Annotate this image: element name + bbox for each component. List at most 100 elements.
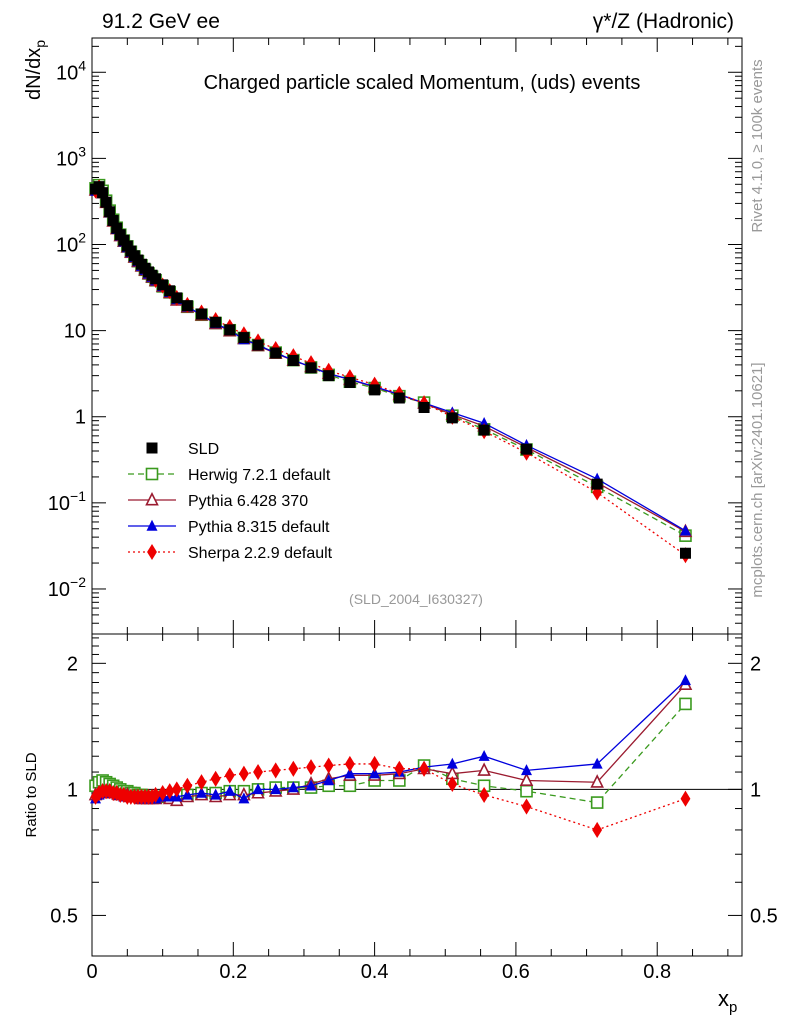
sld-main-point: [446, 412, 458, 424]
y-tick-label: 10−2: [48, 574, 86, 601]
sherpa-2-2-9-default-ratio-point: [479, 786, 490, 803]
legend-marker-pythia-6-428-370: [145, 491, 159, 506]
sherpa-2-2-9-default-ratio-point: [164, 783, 175, 800]
sld-main-point: [591, 478, 603, 490]
mcplots-watermark: mcplots.cern.ch [arXiv:2401.10621]: [749, 362, 766, 597]
herwig-7-2-1-default-ratio-point: [679, 697, 692, 711]
sld-main-point: [150, 273, 162, 285]
legend-label-sherpa-2-2-9-default: Sherpa 2.2.9 default: [188, 545, 333, 562]
process-label: γ*/Z (Hadronic): [593, 10, 734, 33]
sherpa-2-2-9-default-ratio-point: [210, 770, 221, 787]
pythia-8-315-default-ratio-point: [224, 784, 236, 796]
sld-main-point: [97, 187, 109, 199]
sherpa-2-2-9-default-ratio-point: [394, 760, 405, 777]
legend-marker-sherpa-2-2-9-default: [147, 543, 157, 561]
sld-main-point: [104, 206, 116, 218]
sld-main-point: [114, 229, 126, 241]
sherpa-2-2-9-default-main-point: [592, 484, 603, 501]
y-tick-label: 10: [64, 321, 86, 343]
sld-main-point: [181, 300, 193, 312]
sherpa-2-2-9-default-ratio-point: [447, 775, 458, 793]
sherpa-2-2-9-default-ratio-point: [270, 762, 281, 779]
ratio-tick-label-right: 0.5: [750, 905, 778, 927]
legend-label-pythia-6-428-370: Pythia 6.428 370: [188, 493, 308, 510]
sherpa-2-2-9-default-ratio-point: [306, 759, 316, 776]
pythia-8-315-default-ratio-point: [270, 783, 282, 795]
pythia-8-315-default-ratio-point: [252, 783, 264, 795]
y-tick-label: 1: [75, 407, 86, 429]
x-tick-label: 0.8: [643, 961, 671, 983]
sld-main-point: [323, 370, 335, 382]
x-tick-label: 0.4: [361, 961, 389, 983]
legend-marker-sld: [146, 442, 158, 454]
y-tick-label: 10−1: [48, 488, 86, 515]
sld-main-point: [210, 316, 222, 328]
pythia-8-315-default-ratio-point: [679, 674, 691, 686]
legend-marker-pythia-8-315-default: [146, 519, 158, 531]
sld-main-point: [196, 308, 208, 320]
legend-marker-herwig-7-2-1-default: [145, 467, 159, 481]
sld-main-point: [107, 214, 119, 226]
sherpa-2-2-9-default-ratio-point: [182, 777, 193, 794]
herwig-7-2-1-default-ratio-point: [590, 796, 604, 809]
y-axis-label: dN/dxp: [23, 40, 48, 100]
sherpa-2-2-9-default-ratio-point: [150, 786, 161, 803]
pythia-6-428-370-ratio-point: [519, 772, 534, 787]
sld-main-point: [100, 196, 112, 208]
sld-main-point: [118, 234, 130, 246]
x-axis-label: xp: [718, 986, 737, 1016]
ratio-tick-label-right: 2: [750, 653, 761, 675]
pythia-8-315-default-ratio-point: [210, 788, 222, 800]
pythia-8-315-default-ratio-point: [238, 792, 250, 804]
sld-main-point: [111, 222, 123, 234]
sld-main-point: [305, 362, 317, 374]
pythia-8-315-default-ratio-point: [323, 774, 335, 786]
sherpa-2-2-9-default-ratio-point: [680, 790, 691, 807]
sherpa-2-2-9-default-ratio-point: [157, 784, 168, 802]
sherpa-2-2-9-default-ratio-point: [238, 765, 249, 782]
sherpa-2-2-9-default-ratio-point: [521, 798, 532, 815]
sld-main-point: [369, 384, 381, 396]
sld-main-point: [93, 181, 105, 193]
ratio-tick-label: 1: [67, 779, 78, 801]
pythia-8-315-default-ratio-point: [369, 767, 381, 779]
energy-label: 91.2 GeV ee: [102, 10, 220, 33]
sld-main-point: [418, 402, 430, 414]
chart-title: Charged particle scaled Momentum, (uds) …: [204, 72, 641, 94]
sherpa-2-2-9-default-ratio-point: [323, 757, 334, 774]
x-tick-label: 0: [86, 961, 97, 983]
sld-main-point: [478, 424, 490, 436]
pythia-8-315-default-ratio-point: [478, 749, 490, 761]
legend-label-pythia-8-315-default: Pythia 8.315 default: [188, 519, 330, 536]
legend-label-sld: SLD: [188, 441, 219, 458]
sld-main-point: [238, 332, 250, 344]
pythia-8-315-default-ratio-point: [521, 764, 533, 776]
sherpa-2-2-9-default-ratio-point: [288, 760, 299, 777]
pythia-8-315-default-ratio-point: [196, 786, 208, 798]
pythia-8-315-default-ratio-point: [181, 788, 193, 800]
sld-main-point: [171, 292, 183, 304]
ratio-tick-label: 0.5: [50, 905, 78, 927]
pythia-8-315-default-ratio-point: [287, 781, 299, 793]
sherpa-2-2-9-default-ratio-point: [419, 760, 430, 777]
sherpa-2-2-9-default-ratio-point: [344, 755, 355, 773]
sld-main-point: [224, 324, 236, 336]
sld-main-point: [287, 354, 299, 366]
series-sld: [90, 181, 691, 559]
sld-main-point: [679, 547, 691, 559]
series-sherpa-2-2-9-default: [90, 179, 691, 839]
ratio-y-axis-label: Ratio to SLD: [23, 752, 40, 837]
y-tick-label: 102: [56, 230, 86, 257]
herwig-7-2-1-default-ratio-point: [343, 779, 357, 793]
legend-label-herwig-7-2-1-default: Herwig 7.2.1 default: [188, 467, 331, 484]
sld-main-point: [252, 339, 264, 351]
pythia-8-315-default-main-point: [679, 524, 691, 536]
x-tick-label: 0.2: [219, 961, 247, 983]
sld-main-point: [157, 279, 169, 291]
herwig-7-2-1-default-ratio-point: [520, 784, 533, 798]
sld-main-point: [393, 392, 405, 404]
sherpa-2-2-9-default-ratio-point: [171, 781, 182, 798]
sherpa-2-2-9-default-ratio-point: [196, 774, 207, 791]
ratio-tick-label: 2: [67, 653, 78, 675]
